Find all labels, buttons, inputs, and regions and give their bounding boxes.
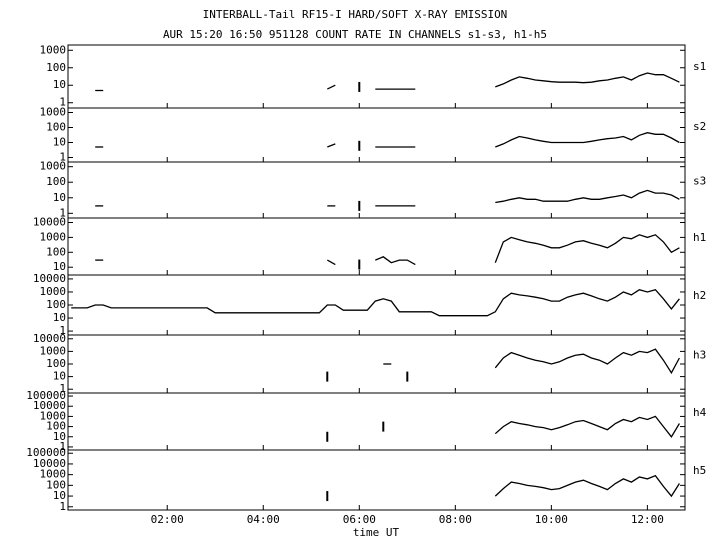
y-tick-label: 1 <box>59 440 66 453</box>
panel-frame <box>67 107 686 163</box>
panel-label: h1 <box>693 231 706 244</box>
data-line <box>71 288 680 317</box>
y-tick-label: 100000 <box>26 446 66 459</box>
y-tick-label: 100000 <box>26 389 66 402</box>
data-line <box>495 132 680 148</box>
y-tick-label: 100 <box>46 121 66 134</box>
y-tick-label: 10 <box>53 260 66 273</box>
y-tick-label: 1 <box>59 500 66 513</box>
y-tick-label: 10 <box>53 370 66 383</box>
x-tick-label: 10:00 <box>535 513 568 526</box>
data-line <box>326 259 336 266</box>
y-tick-label: 1000 <box>40 43 67 56</box>
y-tick-label: 10000 <box>33 399 66 412</box>
panel-label: s2 <box>693 120 706 133</box>
y-tick-label: 10 <box>53 78 66 91</box>
panel-frame <box>67 274 686 336</box>
y-tick-label: 100 <box>46 61 66 74</box>
y-tick-label: 100 <box>46 357 66 370</box>
y-tick-label: 100 <box>46 245 66 258</box>
y-tick-label: 10 <box>53 489 66 502</box>
panel-frame <box>67 217 686 276</box>
y-tick-label: 100 <box>46 298 66 311</box>
y-tick-label: 1000 <box>40 160 67 173</box>
y-tick-label: 1 <box>59 96 66 109</box>
y-tick-label: 1 <box>59 324 66 337</box>
chart-subtitle: AUR 15:20 16:50 951128 COUNT RATE IN CHA… <box>163 28 547 41</box>
data-line <box>495 189 680 204</box>
data-line <box>327 143 336 148</box>
panel-frame <box>67 449 686 511</box>
y-tick-label: 1000 <box>40 409 67 422</box>
y-tick-label: 1000 <box>40 106 67 119</box>
data-line <box>327 84 336 90</box>
chart-title: INTERBALL-Tail RF15-I HARD/SOFT X-RAY EM… <box>203 8 508 21</box>
x-axis-label: time UT <box>353 526 400 539</box>
panel-label: h4 <box>693 406 707 419</box>
data-line <box>495 72 680 88</box>
y-tick-label: 100 <box>46 420 66 433</box>
y-tick-label: 1000 <box>40 285 67 298</box>
y-tick-label: 1000 <box>40 468 67 481</box>
y-tick-label: 1 <box>59 150 66 163</box>
x-tick-label: 12:00 <box>631 513 664 526</box>
panel-frame <box>67 334 686 394</box>
panel-frame <box>67 44 686 109</box>
y-tick-label: 10 <box>53 135 66 148</box>
panel-frame <box>67 392 686 451</box>
x-tick-label: 02:00 <box>151 513 184 526</box>
panel-frame <box>67 161 686 219</box>
panel-label: h2 <box>693 289 706 302</box>
data-line <box>375 256 416 266</box>
data-line <box>494 415 680 438</box>
data-line <box>494 348 680 375</box>
x-tick-label: 04:00 <box>247 513 280 526</box>
y-tick-label: 10000 <box>33 332 66 345</box>
y-tick-label: 10 <box>53 311 66 324</box>
data-line <box>494 474 680 498</box>
panel-label: h5 <box>693 464 706 477</box>
data-line <box>494 234 680 263</box>
y-tick-label: 10 <box>53 430 66 443</box>
y-tick-label: 10000 <box>33 215 66 228</box>
panel-label: s3 <box>693 175 706 188</box>
y-tick-label: 100 <box>46 175 66 188</box>
panel-label: s1 <box>693 60 706 73</box>
y-tick-label: 1000 <box>40 230 67 243</box>
x-tick-label: 08:00 <box>439 513 472 526</box>
x-tick-label: 06:00 <box>343 513 376 526</box>
y-tick-label: 1 <box>59 382 66 395</box>
y-tick-label: 10000 <box>33 457 66 470</box>
y-tick-label: 1000 <box>40 344 67 357</box>
y-tick-label: 100 <box>46 478 66 491</box>
y-tick-label: 10 <box>53 191 66 204</box>
y-tick-label: 1 <box>59 206 66 219</box>
y-tick-label: 10000 <box>33 272 66 285</box>
panel-label: h3 <box>693 348 706 361</box>
